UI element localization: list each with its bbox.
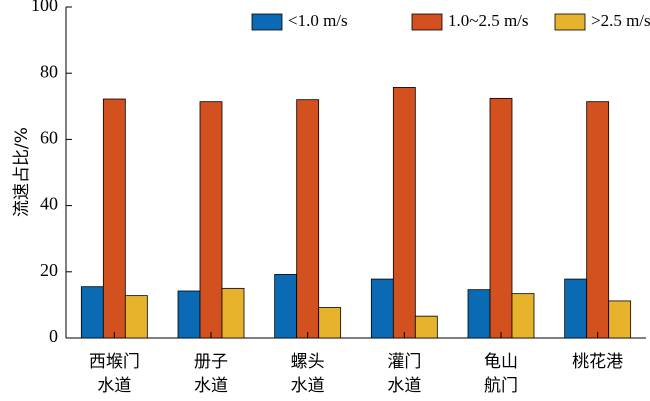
y-tick-label: 100 — [31, 0, 58, 15]
bar — [586, 101, 610, 339]
x-category-label: 水道 — [387, 376, 421, 396]
bar — [318, 307, 342, 339]
bar — [124, 295, 148, 339]
plot-area — [65, 7, 646, 339]
legend-label: 1.0~2.5 m/s — [448, 11, 529, 30]
x-category-label: 灌门 — [387, 352, 421, 372]
bar — [199, 101, 223, 339]
bar — [564, 278, 588, 339]
x-category-label: 水道 — [291, 376, 325, 396]
legend-label: <1.0 m/s — [288, 11, 348, 30]
x-category-label: 水道 — [97, 376, 131, 396]
legend-swatch — [554, 13, 586, 31]
x-category-label: 螺头 — [291, 352, 325, 372]
x-category-label: 西堠门 — [89, 352, 140, 372]
bars-group — [80, 87, 632, 339]
bar — [102, 98, 126, 339]
x-category-label: 册子 — [194, 352, 228, 372]
y-axis-title: 流速占比/% — [12, 127, 32, 217]
x-category-label: 桃花港 — [572, 352, 623, 372]
bar — [608, 300, 632, 339]
bar — [296, 99, 320, 339]
bar — [274, 274, 298, 339]
x-category-label: 水道 — [194, 376, 228, 396]
legend-label: >2.5 m/s — [591, 11, 650, 30]
bar — [221, 287, 245, 339]
legend-swatch — [411, 13, 443, 31]
legend: <1.0 m/s 1.0~2.5 m/s >2.5 m/s — [251, 11, 650, 31]
bar — [467, 289, 491, 339]
y-tick-label: 40 — [40, 194, 58, 214]
x-category-label: 航门 — [484, 376, 518, 396]
y-axis-ticks: 0 20 40 60 80 100 — [31, 0, 72, 346]
x-category-label: 龟山 — [484, 352, 518, 372]
y-tick-label: 80 — [40, 61, 58, 81]
bar — [177, 290, 201, 339]
bar — [80, 286, 104, 339]
legend-swatch — [251, 13, 283, 31]
y-tick-label: 20 — [40, 260, 58, 280]
bar — [511, 293, 535, 339]
y-tick-label: 60 — [40, 128, 58, 148]
bar — [370, 278, 394, 339]
bar — [489, 97, 513, 339]
bar — [392, 87, 416, 339]
bar — [414, 315, 438, 339]
y-tick-label: 0 — [49, 326, 58, 346]
